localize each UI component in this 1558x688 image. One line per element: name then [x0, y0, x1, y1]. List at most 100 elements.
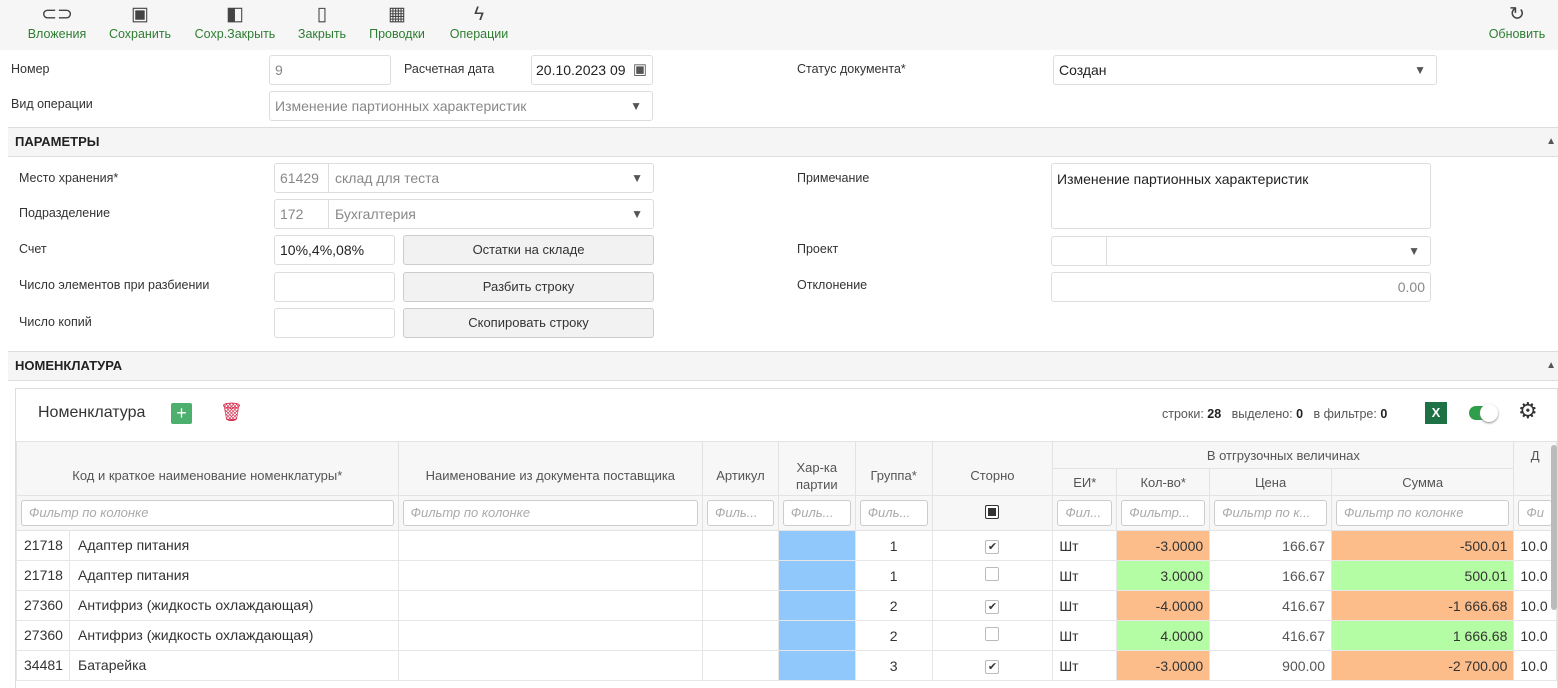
excel-export-icon[interactable]: X [1425, 402, 1447, 424]
cell-group[interactable]: 2 [854, 620, 933, 651]
cell-d[interactable]: 10.0 [1513, 560, 1557, 591]
account-field[interactable]: 10%,4%,08% [274, 235, 395, 265]
cell-batch[interactable] [777, 650, 856, 681]
cell-group[interactable]: 2 [854, 590, 933, 621]
cell-qty[interactable]: 3.0000 [1116, 560, 1211, 591]
cell-article[interactable] [702, 560, 779, 591]
cell-group[interactable]: 1 [854, 560, 933, 591]
number-field[interactable]: 9 [269, 55, 391, 85]
cell-sum[interactable]: -1 666.68 [1330, 590, 1515, 621]
col-header-code[interactable]: Код и краткое наименование номенклатуры* [16, 441, 399, 496]
column-filter-input[interactable]: Фильтр... [1121, 500, 1206, 526]
cell-article[interactable] [702, 590, 779, 621]
calendar-icon[interactable]: ▣ [632, 61, 647, 78]
col-header-qty[interactable]: Кол-во* [1116, 468, 1211, 496]
cell-batch[interactable] [777, 560, 856, 591]
params-section-header[interactable]: ПАРАМЕТРЫ ▲ [8, 127, 1558, 157]
note-textarea[interactable]: Изменение партионных характеристик [1051, 163, 1431, 229]
cell-qty[interactable]: 4.0000 [1116, 620, 1211, 651]
column-filter-input[interactable]: Фильтр по колонке [1336, 500, 1510, 526]
division-select[interactable]: 172 Бухгалтерия ▼ [274, 199, 654, 229]
split-button[interactable]: Разбить строку [403, 272, 654, 302]
status-select[interactable]: Создан ▼ [1053, 55, 1437, 85]
col-header-batch[interactable]: Хар-ка партии [777, 441, 856, 496]
storno-checkbox[interactable]: ✔ [985, 660, 1000, 674]
cell-supplier-name[interactable] [397, 560, 704, 591]
refresh-button[interactable]: ↻ Обновить [1484, 3, 1550, 41]
cell-price[interactable]: 166.67 [1209, 530, 1332, 561]
cell-sum[interactable]: -2 700.00 [1330, 650, 1515, 681]
cell-d[interactable]: 10.0 [1513, 530, 1557, 561]
cell-sum[interactable]: 1 666.68 [1330, 620, 1515, 651]
col-header-unit[interactable]: ЕИ* [1052, 468, 1118, 496]
cell-batch[interactable] [777, 620, 856, 651]
cell-price[interactable]: 416.67 [1209, 590, 1332, 621]
collapse-icon[interactable]: ▲ [1546, 360, 1556, 371]
cell-supplier-name[interactable] [397, 530, 704, 561]
cell-unit[interactable]: Шт [1052, 560, 1118, 591]
cell-qty[interactable]: -4.0000 [1116, 590, 1211, 621]
attachments-button[interactable]: ⊂⊃ Вложения [22, 3, 92, 41]
cell-article[interactable] [702, 650, 779, 681]
col-header-sum[interactable]: Сумма [1330, 468, 1515, 496]
cell-article[interactable] [702, 530, 779, 561]
add-icon[interactable]: + [171, 403, 192, 424]
cell-unit[interactable]: Шт [1052, 650, 1118, 681]
cell-d[interactable]: 10.0 [1513, 650, 1557, 681]
split-field[interactable] [274, 272, 395, 302]
cell-qty[interactable]: -3.0000 [1116, 650, 1211, 681]
storno-checkbox[interactable] [985, 627, 1000, 641]
date-field[interactable]: 20.10.2023 09 ▣ [531, 55, 653, 85]
cell-group[interactable]: 3 [854, 650, 933, 681]
project-select[interactable]: ▼ [1051, 236, 1431, 266]
cell-supplier-name[interactable] [397, 620, 704, 651]
cell-article[interactable] [702, 620, 779, 651]
table-row[interactable]: 21718 Адаптер питания 1 Шт 3.0000 166.67 500.0… [16, 560, 1557, 591]
cell-unit[interactable]: Шт [1052, 530, 1118, 561]
cell-unit[interactable]: Шт [1052, 590, 1118, 621]
column-filter-input[interactable]: Фильтр по к... [1214, 500, 1327, 526]
cell-price[interactable]: 900.00 [1209, 650, 1332, 681]
cell-batch[interactable] [777, 590, 856, 621]
cell-unit[interactable]: Шт [1052, 620, 1118, 651]
cell-d[interactable]: 10.0 [1513, 620, 1557, 651]
column-filter-input[interactable]: Филь... [859, 500, 928, 526]
col-header-price[interactable]: Цена [1209, 468, 1332, 496]
storno-checkbox[interactable]: ✔ [985, 600, 1000, 614]
cell-price[interactable]: 166.67 [1209, 560, 1332, 591]
copies-field[interactable] [274, 308, 395, 338]
cell-qty[interactable]: -3.0000 [1116, 530, 1211, 561]
column-filter-input[interactable]: Фил... [1057, 500, 1113, 526]
save-close-button[interactable]: ◧ Сохр.Закрыть [190, 3, 280, 41]
col-header-storno[interactable]: Сторно [931, 441, 1054, 496]
table-row[interactable]: 27360 Антифриз (жидкость охлаждающая) 2 Шт 4… [16, 620, 1557, 651]
table-row[interactable]: 27360 Антифриз (жидкость охлаждающая) 2 ✔ Шт… [16, 590, 1557, 621]
cell-supplier-name[interactable] [397, 650, 704, 681]
trash-icon[interactable]: 🗑 [220, 402, 243, 422]
column-filter-input[interactable]: Фильтр по колонке [21, 500, 394, 526]
column-filter-input[interactable]: Филь... [782, 500, 851, 526]
operations-button[interactable]: ϟ Операции [444, 3, 514, 41]
column-filter-input[interactable]: Филь... [707, 500, 774, 526]
table-row[interactable]: 21718 Адаптер питания 1 ✔ Шт -3.0000 166.67 -50… [16, 530, 1557, 561]
toggle-switch[interactable] [1469, 404, 1498, 422]
close-button[interactable]: ▯ Закрыть [292, 3, 352, 41]
nomenclature-section-header[interactable]: НОМЕНКЛАТУРА ▲ [8, 351, 1558, 381]
collapse-icon[interactable]: ▲ [1546, 136, 1556, 147]
col-header-d[interactable]: Д [1513, 441, 1557, 496]
table-row[interactable]: 34481 Батарейка 3 ✔ Шт -3.0000 900.00 -2 700.00… [16, 650, 1557, 681]
cell-price[interactable]: 416.67 [1209, 620, 1332, 651]
stock-button[interactable]: Остатки на складе [403, 235, 654, 265]
operation-select[interactable]: Изменение партионных характеристик ▼ [269, 91, 653, 121]
column-filter-input[interactable]: Фи [1518, 500, 1552, 526]
gear-icon[interactable]: ⚙ [1518, 398, 1538, 423]
deviation-field[interactable]: 0.00 [1051, 272, 1431, 302]
storage-select[interactable]: 61429 склад для теста ▼ [274, 163, 654, 193]
vertical-scrollbar[interactable] [1551, 445, 1557, 610]
storno-checkbox[interactable] [985, 567, 1000, 581]
storno-checkbox[interactable]: ✔ [985, 540, 1000, 554]
col-header-article[interactable]: Артикул [702, 441, 779, 496]
cell-sum[interactable]: -500.01 [1330, 530, 1515, 561]
cell-group[interactable]: 1 [854, 530, 933, 561]
cell-supplier-name[interactable] [397, 590, 704, 621]
